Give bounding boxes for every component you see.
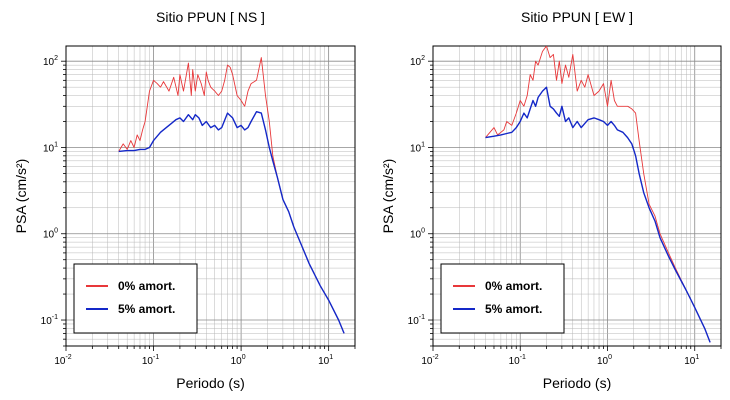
y-tick-label: 102 [43,55,58,68]
legend: 0% amort. 5% amort. [73,263,198,334]
y-axis-label: PSA (cm/s²) [380,159,396,234]
series-line-damped [485,86,711,343]
y-axis-label: PSA (cm/s²) [13,159,29,234]
x-tick-label: 100 [597,354,612,367]
plot-frame [432,45,722,347]
y-tick-label: 10-1 [408,314,425,327]
x-tick-label: 101 [684,354,699,367]
x-axis-label: Periodo (s) [543,375,611,391]
ticks: 10-2 10-1 100 101 10-1 100 101 102 [41,55,356,367]
legend-label: 5% amort. [118,302,175,316]
x-tick-label: 10-2 [421,354,438,367]
chart-title: Sitio PPUN [ NS ] [156,9,265,25]
series-group [485,46,711,343]
legend-label: 0% amort. [485,279,542,293]
plot-frame [65,45,356,347]
legend: 0% amort. 5% amort. [440,263,565,334]
chart-ew: Sitio PPUN [ EW ]10-2 10-1 100 10110-110010… [380,9,722,391]
x-tick-label: 101 [318,354,333,367]
legend-box [440,263,565,334]
x-tick-label: 10-1 [509,354,526,367]
y-tick-label: 100 [410,228,425,241]
legend-box [73,263,198,334]
x-tick-label: 100 [231,354,246,367]
legend-label: 0% amort. [118,279,175,293]
y-tick-label: 101 [410,141,425,154]
y-tick-label: 10-1 [41,314,58,327]
legend-label: 5% amort. [485,302,542,316]
series-line-undamped [485,46,711,343]
x-tick-label: 10-2 [54,354,71,367]
x-tick-label: 10-1 [142,354,159,367]
y-tick-label: 100 [43,228,58,241]
y-tick-label: 101 [43,141,58,154]
x-axis-label: Periodo (s) [176,375,244,391]
y-tick-label: 102 [410,55,425,68]
ticks: 10-2 10-1 100 101 10-1 100 101 102 [408,55,722,367]
chart-ns: Sitio PPUN [ NS ]10-2 10-1 100 10110-110010… [13,9,356,391]
series-group [118,57,345,334]
chart-title: Sitio PPUN [ EW ] [521,9,633,25]
series-line-damped [118,110,345,334]
